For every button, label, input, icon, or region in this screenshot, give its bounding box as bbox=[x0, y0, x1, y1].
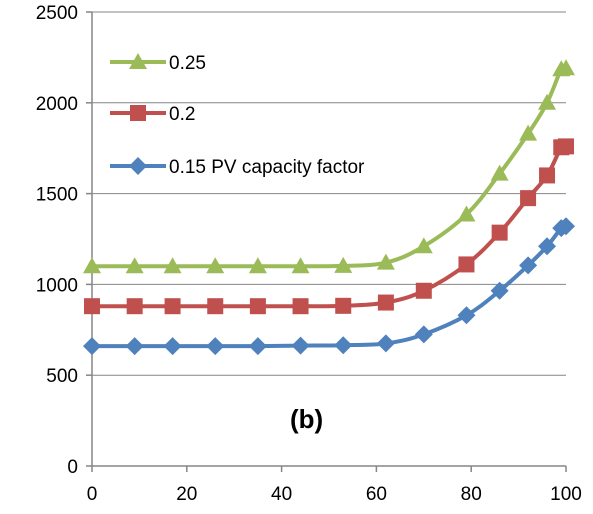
data-point-marker bbox=[457, 205, 476, 222]
data-point-marker bbox=[125, 337, 144, 356]
data-point-marker bbox=[163, 337, 182, 356]
y-tick-label: 1000 bbox=[36, 275, 78, 296]
data-point-marker bbox=[164, 298, 181, 315]
x-tick-label: 0 bbox=[87, 484, 98, 505]
data-point-marker bbox=[207, 298, 224, 315]
legend-marker bbox=[129, 157, 147, 175]
legend-marker bbox=[129, 53, 147, 69]
data-point-marker bbox=[206, 257, 225, 274]
data-point-marker bbox=[519, 256, 538, 275]
data-point-marker bbox=[519, 124, 538, 141]
data-point-marker bbox=[334, 336, 353, 355]
data-point-marker bbox=[248, 337, 267, 356]
data-point-marker bbox=[248, 257, 267, 274]
gridlines bbox=[86, 11, 567, 472]
legend-label: 0.15 PV capacity factor bbox=[169, 157, 365, 178]
data-point-marker bbox=[458, 256, 475, 273]
y-tick-label: 0 bbox=[67, 457, 78, 478]
data-point-marker bbox=[414, 237, 433, 254]
data-point-marker bbox=[538, 237, 557, 256]
data-point-marker bbox=[249, 298, 266, 315]
data-point-marker bbox=[557, 217, 575, 236]
y-tick-label: 500 bbox=[46, 366, 78, 387]
data-point-marker bbox=[557, 59, 575, 76]
series-1 bbox=[84, 138, 574, 315]
data-point-marker bbox=[335, 297, 352, 314]
x-tick-label: 80 bbox=[461, 484, 482, 505]
data-point-marker bbox=[414, 325, 433, 344]
data-point-marker bbox=[84, 298, 100, 315]
data-point-marker bbox=[538, 93, 557, 110]
x-tick-label: 20 bbox=[176, 484, 197, 505]
x-tick-label: 60 bbox=[366, 484, 387, 505]
data-point-marker bbox=[163, 257, 182, 274]
x-tick-label: 40 bbox=[271, 484, 292, 505]
data-point-marker bbox=[291, 257, 310, 274]
y-tick-label: 2500 bbox=[36, 3, 78, 24]
y-tick-label: 1500 bbox=[36, 185, 78, 206]
legend-item: 0.15 PV capacity factor bbox=[110, 157, 365, 178]
legend-item: 0.2 bbox=[110, 104, 195, 125]
legend-label: 0.25 bbox=[169, 53, 206, 74]
series-0 bbox=[83, 59, 575, 274]
data-point-marker bbox=[520, 190, 537, 207]
data-point-marker bbox=[291, 336, 310, 355]
x-tick-labels: 0 20 40 60 80 100 bbox=[87, 484, 582, 505]
data-point-marker bbox=[206, 337, 225, 356]
legend-item: 0.25 bbox=[110, 53, 206, 74]
y-tick-labels: 0 500 1000 1500 2000 2500 bbox=[36, 3, 78, 478]
data-point-marker bbox=[334, 256, 353, 273]
legend: 0.25 0.2 0.15 PV capacity factor bbox=[110, 53, 365, 178]
x-tick-label: 100 bbox=[550, 484, 582, 505]
legend-label: 0.2 bbox=[169, 104, 195, 125]
data-point-marker bbox=[415, 282, 432, 299]
panel-annotation: (b) bbox=[290, 404, 323, 434]
data-point-marker bbox=[457, 306, 476, 325]
data-point-marker bbox=[558, 138, 574, 155]
y-tick-label: 2000 bbox=[36, 94, 78, 115]
data-point-marker bbox=[490, 164, 509, 181]
axes bbox=[91, 12, 566, 467]
series-layer bbox=[83, 59, 575, 356]
data-point-marker bbox=[491, 224, 508, 241]
data-point-marker bbox=[125, 257, 144, 274]
legend-marker bbox=[130, 105, 146, 121]
series-2 bbox=[83, 217, 575, 356]
data-point-marker bbox=[376, 334, 395, 353]
data-point-marker bbox=[490, 281, 509, 300]
data-point-marker bbox=[376, 253, 395, 270]
data-point-marker bbox=[126, 298, 143, 315]
series-line bbox=[91, 223, 567, 349]
data-point-marker bbox=[377, 294, 394, 311]
data-point-marker bbox=[539, 167, 556, 184]
data-point-marker bbox=[292, 298, 309, 315]
data-point-marker bbox=[83, 337, 101, 356]
data-point-marker bbox=[83, 257, 101, 274]
